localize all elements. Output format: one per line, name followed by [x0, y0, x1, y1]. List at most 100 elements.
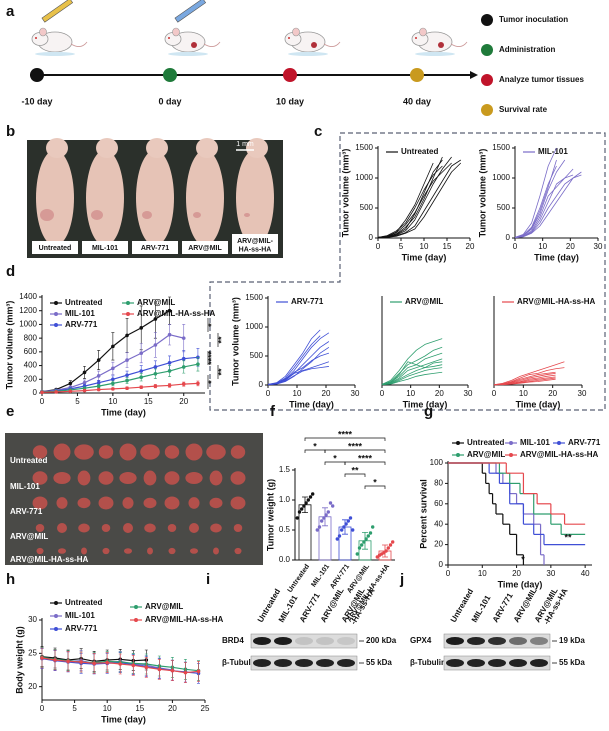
mouse-icon — [172, 27, 180, 37]
tumor-spot — [311, 42, 317, 48]
label-box — [182, 241, 228, 254]
data-point — [320, 519, 324, 523]
series-line — [377, 159, 462, 239]
panel-label: c — [314, 123, 322, 140]
y-tick-label: 1500 — [492, 143, 510, 152]
tumor — [35, 524, 45, 532]
series-line — [514, 159, 557, 238]
marker — [153, 372, 158, 376]
photo-label: ARV@MIL- — [237, 238, 274, 245]
tumor — [209, 470, 223, 486]
tumor — [233, 524, 243, 532]
marker — [139, 375, 144, 380]
series-line — [381, 346, 443, 386]
significance-bracket — [344, 473, 366, 477]
marker — [96, 380, 101, 385]
blot-band — [253, 659, 271, 667]
significance-label: **** — [206, 351, 216, 366]
x-tick-label: 0 — [446, 569, 451, 578]
tumor — [230, 496, 246, 510]
tumor — [119, 472, 137, 484]
tumor — [143, 470, 157, 486]
tumor-photo — [142, 211, 152, 219]
row-label: ARV@MIL-HA-ss-HA — [10, 555, 89, 564]
x-axis-label: Time (day) — [498, 579, 543, 589]
series-line — [514, 165, 557, 238]
y-tick-label: 0 — [259, 380, 264, 389]
mouse-icon — [288, 37, 290, 39]
legend-dot — [481, 104, 493, 116]
x-tick-label: 40 — [581, 569, 590, 578]
marker — [167, 361, 172, 365]
marker — [82, 380, 87, 385]
mouse-icon — [450, 41, 468, 47]
legend-label: Survival rate — [499, 105, 548, 114]
series-line — [381, 367, 443, 385]
significance-label: ** — [351, 465, 359, 475]
blot-band — [295, 659, 313, 667]
x-tick-label: 10 — [519, 389, 528, 398]
tumor — [144, 523, 156, 533]
blot-band — [530, 637, 548, 645]
x-tick-label: 20 — [435, 389, 444, 398]
y-tick-label: 30 — [28, 615, 37, 624]
data-point — [337, 534, 342, 538]
legend-label: Untreated — [401, 147, 438, 156]
x-tick-label: 30 — [578, 389, 587, 398]
data-point — [306, 498, 310, 502]
series-line — [494, 378, 556, 386]
tumor — [123, 523, 133, 533]
x-tick-label: Untreated — [287, 563, 311, 594]
tumor — [185, 472, 203, 484]
data-point — [295, 516, 299, 520]
y-axis-label: Tumor volume (mm³) — [340, 149, 350, 238]
x-tick-label: MIL-101 — [310, 563, 331, 588]
marker — [196, 669, 201, 674]
data-point — [326, 510, 330, 514]
tumor-photo — [91, 210, 103, 220]
series-line — [514, 174, 582, 239]
y-tick-label: 0 — [33, 388, 38, 397]
marker — [111, 344, 115, 349]
marker — [96, 374, 101, 378]
tumor — [119, 443, 137, 461]
x-tick-label: 0 — [266, 389, 271, 398]
mouse-icon — [288, 52, 328, 56]
tumor — [206, 444, 226, 460]
x-tick-label: 0 — [376, 242, 381, 251]
series-line — [41, 363, 199, 393]
tumor — [230, 471, 246, 485]
legend-label: ARV-771 — [568, 438, 601, 447]
row-label: GPX4 — [410, 636, 432, 645]
tumor-spot — [438, 42, 444, 48]
legend-marker — [126, 301, 130, 305]
legend-marker — [126, 312, 130, 316]
marker — [68, 381, 73, 386]
timeline-arrow — [470, 71, 478, 79]
series-line — [381, 338, 443, 385]
tumor — [77, 470, 91, 486]
y-tick-label: 0.0 — [279, 555, 291, 564]
mouse-photo — [196, 138, 218, 158]
syringe — [41, 0, 74, 23]
series-line — [267, 361, 330, 385]
significance-bracket — [304, 437, 386, 441]
blot-band — [253, 637, 271, 645]
row-label: β-Tubulin — [222, 658, 258, 667]
y-tick-label: 40 — [434, 519, 443, 528]
marker — [131, 663, 136, 668]
series-line — [41, 356, 198, 393]
blot-band — [530, 659, 548, 667]
y-tick-label: 500 — [497, 203, 511, 212]
y-tick-label: 1500 — [245, 293, 263, 302]
x-axis-label: Time (day) — [101, 407, 146, 417]
legend-dot — [481, 74, 493, 86]
marker — [54, 390, 58, 394]
size-label: 19 kDa — [559, 636, 585, 645]
scale-label: 1 mm — [236, 141, 254, 148]
marker — [40, 390, 44, 395]
x-tick-label: 10 — [420, 242, 429, 251]
tumor — [143, 497, 157, 509]
marker — [167, 308, 172, 313]
size-label: 55 kDa — [559, 658, 585, 667]
